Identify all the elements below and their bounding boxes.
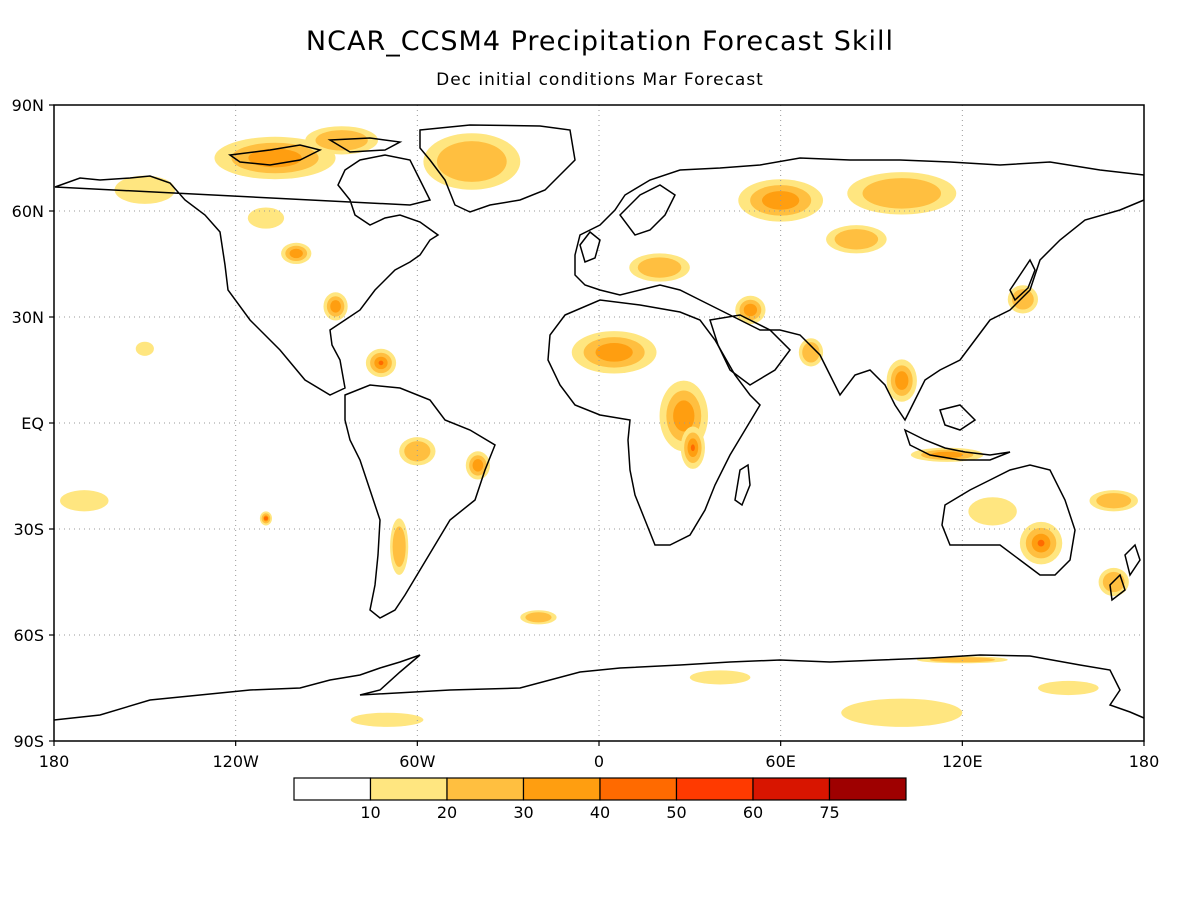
coastline-eurasia (574, 157, 1144, 422)
skill-region-22-level-3 (895, 371, 909, 390)
skill-region-24-level-4 (1037, 539, 1045, 547)
coastline-africa (547, 299, 761, 546)
lat-tick-label: 60S (13, 626, 44, 645)
skill-region-3-level-1 (114, 175, 176, 204)
coastline-madagascar (734, 463, 751, 507)
skill-region-23-level-3 (931, 451, 964, 458)
skill-region-29-level-1 (1038, 680, 1099, 696)
coastline-new-zealand (1109, 543, 1141, 602)
colorbar-label: 50 (666, 803, 686, 822)
coastline-japan (1009, 258, 1036, 302)
skill-region-6-level-4 (378, 360, 384, 366)
skill-region-10-level-2 (392, 526, 406, 568)
colorbar-swatch-3 (522, 777, 601, 801)
skill-region-32-level-1 (350, 712, 424, 727)
colorbar-swatch-5 (675, 777, 754, 801)
colorbar-swatch-0 (293, 777, 372, 801)
skill-region-14-level-3 (595, 343, 633, 362)
longitude-axis: 180 120W 60W 0 60E 120E 180 (39, 741, 1160, 771)
coastline-arabia (709, 314, 791, 386)
colorbar-label: 40 (590, 803, 610, 822)
skill-region-9-level-3 (472, 459, 484, 472)
coastline-scandinavia (619, 184, 676, 236)
colorbar-swatch-1 (369, 777, 448, 801)
skill-region-13-level-2 (525, 612, 552, 623)
grid-lines (54, 105, 1144, 741)
skill-region-35-level-2 (802, 342, 820, 363)
coastlines (54, 124, 1144, 721)
lat-tick-label: 30S (13, 520, 44, 539)
coastline-australia (941, 464, 1076, 576)
coastline-antarctica (54, 654, 1144, 721)
skill-region-12-level-1 (60, 490, 109, 512)
chart-subtitle: Dec initial conditions Mar Forecast (436, 70, 764, 90)
coastline-south-america (344, 384, 496, 619)
lat-tick-label: 90N (12, 96, 44, 115)
skill-region-19-level-2 (862, 178, 942, 209)
skill-region-8-level-2 (404, 441, 431, 462)
skill-region-28-level-1 (841, 698, 963, 727)
colorbar-label: 20 (437, 803, 457, 822)
skill-region-30-level-1 (689, 670, 751, 685)
colorbar-label: 60 (743, 803, 763, 822)
colorbar-label: 75 (819, 803, 839, 822)
lon-tick-label: 60W (399, 752, 435, 771)
colorbar-label: 30 (513, 803, 533, 822)
lon-tick-label: 0 (594, 752, 604, 771)
lon-tick-label: 120W (212, 752, 259, 771)
skill-region-21-level-3 (743, 303, 758, 317)
colorbar-swatch-6 (752, 777, 831, 801)
lat-tick-label: EQ (21, 414, 44, 433)
skill-region-16-level-4 (690, 444, 695, 452)
skill-region-1-level-2 (315, 130, 368, 151)
coastline-north-america (54, 154, 440, 396)
skill-region-2-level-2 (436, 141, 507, 182)
skill-shading-layer (60, 126, 1138, 727)
skill-region-25-level-1 (968, 497, 1017, 526)
colorbar: 10 20 30 40 50 60 75 (293, 777, 907, 822)
coastline-greenland (419, 124, 576, 213)
skill-region-7-level-1 (135, 341, 154, 356)
skill-region-20-level-2 (834, 229, 879, 250)
colorbar-swatch-2 (446, 777, 525, 801)
colorbar-label: 10 (360, 803, 380, 822)
skill-region-4-level-3 (289, 248, 303, 259)
coastline-uk (579, 230, 601, 264)
colorbar-swatch-4 (599, 777, 678, 801)
skill-region-11-level-4 (263, 516, 268, 521)
lat-tick-label: 90S (13, 732, 44, 751)
coastline-arctic-islands (227, 137, 403, 166)
coastline-indonesia (903, 404, 1011, 461)
skill-region-5-level-3 (330, 300, 341, 313)
latitude-axis: 90N 60N 30N EQ 30S 60S 90S (12, 96, 54, 751)
lat-tick-label: 30N (12, 308, 44, 327)
lon-tick-label: 120E (942, 752, 983, 771)
skill-region-31-level-2 (929, 657, 996, 663)
skill-region-15-level-3 (673, 400, 695, 432)
skill-region-34-level-2 (1011, 289, 1034, 310)
chart-title: NCAR_CCSM4 Precipitation Forecast Skill (305, 26, 895, 57)
colorbar-swatch-7 (828, 777, 907, 801)
lon-tick-label: 180 (39, 752, 70, 771)
lat-tick-label: 60N (12, 202, 44, 221)
skill-region-33-level-1 (247, 207, 285, 229)
lon-tick-label: 180 (1129, 752, 1160, 771)
skill-region-26-level-2 (1096, 493, 1132, 509)
lon-tick-label: 60E (765, 752, 795, 771)
skill-region-17-level-2 (637, 257, 682, 278)
